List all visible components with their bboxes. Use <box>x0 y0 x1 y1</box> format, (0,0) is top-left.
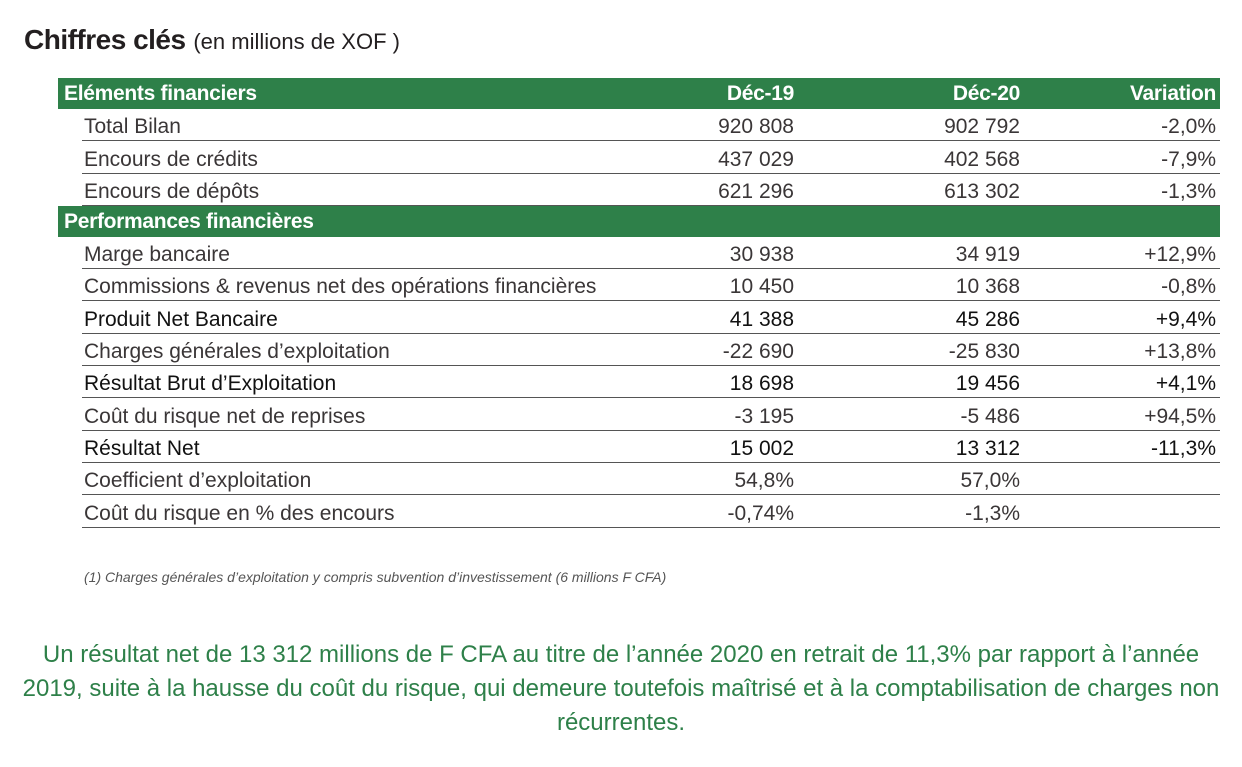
row-divider <box>82 526 700 528</box>
row-divider <box>700 429 1220 431</box>
row-divider <box>642 204 1220 206</box>
row-divider <box>82 365 700 367</box>
value-dec19: 437 029 <box>718 147 794 171</box>
row-divider <box>700 332 1220 334</box>
title-main: Chiffres clés <box>24 24 186 55</box>
table-row-pnb: Produit Net Bancaire 41 388 45 286 +9,4% <box>58 301 1220 334</box>
table-row-total-bilan: Total Bilan 920 808 902 792 -2,0% <box>58 109 1220 142</box>
row-divider <box>82 332 700 334</box>
value-dec20: 902 792 <box>944 115 1020 139</box>
row-label: Total Bilan <box>84 115 181 139</box>
row-divider <box>82 300 700 302</box>
value-dec19: 30 938 <box>729 243 794 267</box>
row-divider <box>82 204 642 206</box>
value-dec19: 18 698 <box>729 372 794 396</box>
row-label: Résultat Net <box>84 436 200 460</box>
value-variation: -0,8% <box>1161 275 1216 299</box>
value-dec20: -5 486 <box>960 404 1020 428</box>
value-variation: -11,3% <box>1151 436 1216 460</box>
row-label: Commissions & revenus net des opérations… <box>84 275 597 299</box>
table-row-marge-bancaire: Marge bancaire 30 938 34 919 +12,9% <box>58 237 1220 270</box>
value-dec19: 621 296 <box>718 179 794 203</box>
table-row-commissions: Commissions & revenus net des opérations… <box>58 269 1220 302</box>
row-label: Coût du risque net de reprises <box>84 404 366 428</box>
table-row-cout-risque: Coût du risque net de reprises -3 195 -5… <box>58 398 1220 431</box>
column-header-dec19: Déc-19 <box>726 82 794 105</box>
row-divider <box>82 172 642 174</box>
value-dec19: -0,74% <box>727 501 794 525</box>
row-label: Charges générales d’exploitation <box>84 340 390 364</box>
row-divider <box>82 461 700 463</box>
column-header-variation: Variation <box>1130 82 1216 105</box>
table-row-coefficient: Coefficient d’exploitation 54,8% 57,0% <box>58 463 1220 496</box>
row-divider <box>700 526 1220 528</box>
table-row-resultat-net: Résultat Net 15 002 13 312 -11,3% <box>58 431 1220 463</box>
value-dec19: 920 808 <box>718 115 794 139</box>
column-header-dec20: Déc-20 <box>952 82 1020 105</box>
table-row-rbe: Résultat Brut d’Exploitation 18 698 19 4… <box>58 366 1220 399</box>
value-dec20: 34 919 <box>955 243 1020 267</box>
row-divider <box>700 300 1220 302</box>
value-dec20: 19 456 <box>955 372 1020 396</box>
row-divider <box>700 461 1220 463</box>
value-variation: -2,0% <box>1161 115 1216 139</box>
value-variation: -7,9% <box>1161 147 1216 171</box>
value-variation: -1,3% <box>1161 179 1216 203</box>
value-variation: +9,4% <box>1155 307 1216 331</box>
value-dec20: -1,3% <box>965 501 1020 525</box>
row-divider <box>642 140 1220 142</box>
page-title: Chiffres clés (en millions de XOF ) <box>24 20 400 62</box>
value-dec19: 41 388 <box>729 307 794 331</box>
value-variation: +94,5% <box>1144 404 1216 428</box>
row-divider <box>82 494 700 496</box>
row-label: Marge bancaire <box>84 243 230 267</box>
row-label: Encours de crédits <box>84 147 258 171</box>
value-dec20: 402 568 <box>944 147 1020 171</box>
value-dec19: 15 002 <box>729 436 794 460</box>
row-divider <box>700 397 1220 399</box>
row-divider <box>700 494 1220 496</box>
table-row-cout-risque-pct: Coût du risque en % des encours -0,74% -… <box>58 495 1220 528</box>
footnote: (1) Charges générales d’exploitation y c… <box>84 569 667 585</box>
table-row-encours-credits: Encours de crédits 437 029 402 568 -7,9% <box>58 141 1220 174</box>
row-divider <box>82 429 700 431</box>
row-label: Produit Net Bancaire <box>84 307 278 331</box>
row-divider <box>82 268 700 270</box>
row-divider <box>82 140 642 142</box>
table-row-charges-generales: Charges générales d’exploitation -22 690… <box>58 334 1220 367</box>
value-dec20: 10 368 <box>955 275 1020 299</box>
row-label: Encours de dépôts <box>84 179 260 203</box>
value-dec20: 13 312 <box>955 436 1020 460</box>
header-label: Performances financières <box>64 209 314 233</box>
header-elements-financiers: Eléments financiers Déc-19 Déc-20 Variat… <box>58 78 1220 109</box>
value-dec20: 45 286 <box>955 307 1020 331</box>
row-label: Résultat Brut d’Exploitation <box>84 372 337 396</box>
value-variation: +4,1% <box>1155 372 1216 396</box>
row-divider <box>82 397 700 399</box>
value-dec20: 613 302 <box>944 179 1020 203</box>
row-label: Coefficient d’exploitation <box>84 469 312 493</box>
value-dec19: 54,8% <box>734 469 794 493</box>
table-row-encours-depots: Encours de dépôts 621 296 613 302 -1,3% <box>58 174 1220 206</box>
value-variation: +12,9% <box>1144 243 1216 267</box>
value-dec19: -3 195 <box>734 404 794 428</box>
row-label: Coût du risque en % des encours <box>84 501 395 525</box>
key-figures-table: Eléments financiers Déc-19 Déc-20 Variat… <box>58 78 1220 528</box>
header-performances-financieres: Performances financières <box>58 205 1220 237</box>
row-divider <box>700 365 1220 367</box>
row-divider <box>700 268 1220 270</box>
value-dec19: -22 690 <box>722 340 794 364</box>
summary-text: Un résultat net de 13 312 millions de F … <box>22 641 1220 736</box>
header-label: Eléments financiers <box>64 82 257 105</box>
title-unit: (en millions de XOF ) <box>193 29 400 54</box>
row-divider <box>642 172 1220 174</box>
value-variation: +13,8% <box>1144 340 1216 364</box>
value-dec20: -25 830 <box>948 340 1020 364</box>
value-dec20: 57,0% <box>960 469 1020 493</box>
value-dec19: 10 450 <box>729 275 794 299</box>
